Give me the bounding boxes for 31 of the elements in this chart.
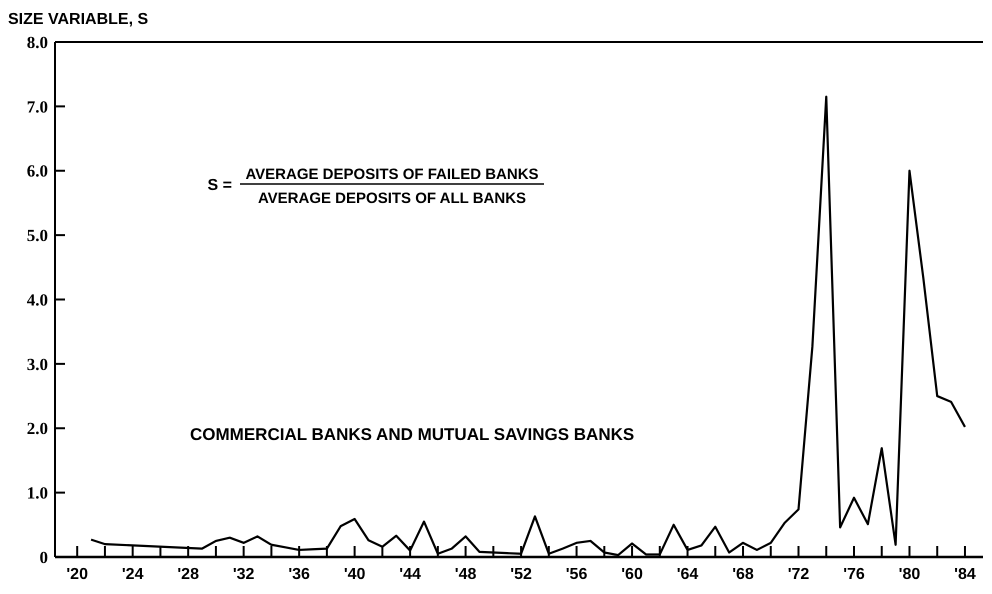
annotation: S = — [208, 177, 232, 194]
x-tick-label: '68 — [732, 566, 754, 583]
y-tick-label: 1.0 — [26, 484, 48, 503]
text: COMMERCIAL BANKS AND MUTUAL SAVINGS BANKS — [190, 425, 634, 444]
y-tick-label: 8.0 — [26, 32, 48, 52]
x-tick-label: '84 — [954, 566, 976, 583]
y-tick-label: 6.0 — [26, 162, 48, 181]
x-tick-label: '56 — [566, 566, 588, 583]
x-tick-label: '60 — [621, 566, 643, 583]
y-tick-label: 2.0 — [26, 419, 48, 438]
x-tick-label: '28 — [177, 566, 200, 583]
x-tick-label: '36 — [288, 566, 310, 583]
annotation: AVERAGE DEPOSITS OF FAILED BANKS — [245, 166, 539, 183]
x-tick-label: '32 — [232, 566, 255, 583]
y-tick-label: 3.0 — [26, 354, 48, 374]
x-tick-label: '76 — [843, 566, 865, 583]
x-tick-label: '20 — [66, 566, 88, 583]
x-tick-label: '72 — [788, 566, 810, 583]
x-tick-label: '52 — [510, 566, 532, 583]
x-tick-label: '80 — [898, 566, 920, 583]
y-tick-label: 7.0 — [26, 97, 48, 116]
y-tick-label: 4.0 — [26, 290, 48, 310]
x-tick-label: '40 — [344, 566, 366, 583]
x-tick-label: '24 — [122, 566, 144, 583]
y-tick-label: 0 — [40, 548, 48, 567]
annotation: AVERAGE DEPOSITS OF ALL BANKS — [258, 190, 526, 207]
y-tick-label: 5.0 — [26, 226, 48, 246]
x-tick-label: '44 — [399, 566, 422, 583]
x-tick-label: '64 — [676, 566, 698, 583]
x-tick-label: '48 — [454, 566, 476, 583]
y-axis-title: SIZE VARIABLE, S — [8, 11, 148, 28]
